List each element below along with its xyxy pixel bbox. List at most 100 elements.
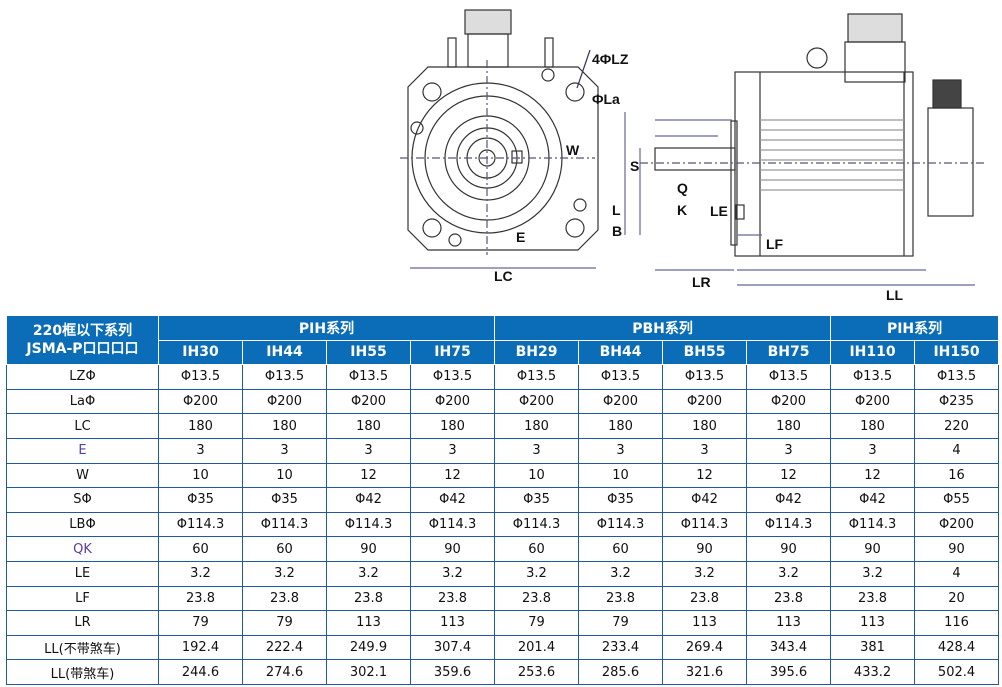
table-cell: 180 xyxy=(494,413,579,439)
table-cell: Φ200 xyxy=(242,388,327,415)
label-s: S xyxy=(630,158,640,174)
model-header: BH44 xyxy=(578,339,663,366)
table-cell: 253.6 xyxy=(494,659,579,685)
table-cell: 79 xyxy=(242,610,327,636)
table-cell: 180 xyxy=(662,413,747,439)
table-cell: 60 xyxy=(242,536,327,562)
table-cell: Φ55 xyxy=(914,487,1000,513)
table-cell: 3.2 xyxy=(158,560,243,587)
table-cell: 23.8 xyxy=(662,585,747,612)
table-cell: Φ13.5 xyxy=(745,364,832,390)
label-4-lz: 4ΦLZ xyxy=(592,51,629,67)
table-cell: 10 xyxy=(158,462,243,489)
table-cell: Φ114.3 xyxy=(494,511,579,538)
table-cell: Φ42 xyxy=(745,487,832,513)
table-cell: 12 xyxy=(410,462,495,489)
table-cell: 3.2 xyxy=(242,560,327,587)
table-cell: 113 xyxy=(410,610,495,636)
table-cell: 180 xyxy=(242,413,327,439)
table-cell: 220 xyxy=(914,413,1000,439)
table-cell: 23.8 xyxy=(410,585,495,612)
table-cell: Φ200 xyxy=(914,511,1000,538)
row-label: LBΦ xyxy=(6,511,159,538)
row-label: W xyxy=(6,462,159,489)
table-cell: 180 xyxy=(830,413,916,439)
label-lr: LR xyxy=(692,274,711,290)
front-view xyxy=(400,9,599,269)
model-header: BH75 xyxy=(745,339,832,366)
table-cell: Φ42 xyxy=(830,487,916,513)
table-cell: 90 xyxy=(662,536,747,562)
table-cell: 381 xyxy=(830,634,916,661)
table-cell: Φ200 xyxy=(158,388,243,415)
row-label: SΦ xyxy=(6,487,159,513)
table-cell: 285.6 xyxy=(578,659,663,685)
table-cell: 3.2 xyxy=(830,560,916,587)
table-cell: 10 xyxy=(494,462,579,489)
table-cell: 10 xyxy=(242,462,327,489)
table-cell: 3 xyxy=(242,437,327,464)
table-cell: Φ42 xyxy=(326,487,411,513)
table-cell: 180 xyxy=(158,413,243,439)
table-cell: Φ13.5 xyxy=(914,364,1000,390)
table-cell: Φ35 xyxy=(578,487,663,513)
dimension-table: 220框以下系列 JSMA-P口口口口 PIH系列 PBH系列 PIH系列 IH30 IH4… xyxy=(6,314,1000,685)
table-cell: 20 xyxy=(914,585,1000,612)
table-cell: 23.8 xyxy=(242,585,327,612)
table-cell: 180 xyxy=(410,413,495,439)
table-row: LL(不带煞车) 192.4 222.4 249.9 307.4 201.4 233.4 26… xyxy=(6,634,1000,661)
label-ll: LL xyxy=(886,287,904,303)
table-cell: Φ114.3 xyxy=(662,511,747,538)
row-label: QK xyxy=(6,536,159,562)
table-cell: Φ35 xyxy=(494,487,579,513)
row-label: LE xyxy=(6,560,159,587)
table-cell: Φ13.5 xyxy=(830,364,916,390)
table-cell: 180 xyxy=(745,413,832,439)
model-header: IH30 xyxy=(158,339,243,366)
table-cell: 180 xyxy=(326,413,411,439)
table-row: LC 180 180 180 180 180 180 180 180 180 220 xyxy=(6,413,1000,439)
table-cell: 244.6 xyxy=(158,659,243,685)
table-cell: Φ200 xyxy=(326,388,411,415)
series-group-header: PIH系列 xyxy=(830,315,1000,341)
table-cell: 3 xyxy=(578,437,663,464)
table-cell: Φ200 xyxy=(662,388,747,415)
table-cell: 79 xyxy=(578,610,663,636)
table-row: LZΦ Φ13.5 Φ13.5 Φ13.5 Φ13.5 Φ13.5 Φ13.5 Φ13.5 Φ1… xyxy=(6,364,1000,390)
table-cell: 12 xyxy=(662,462,747,489)
table-cell: 60 xyxy=(578,536,663,562)
model-header: IH150 xyxy=(914,339,1000,366)
table-cell: Φ13.5 xyxy=(578,364,663,390)
table-cell: 116 xyxy=(914,610,1000,636)
table-cell: 60 xyxy=(494,536,579,562)
table-cell: Φ13.5 xyxy=(494,364,579,390)
model-header: BH29 xyxy=(494,339,579,366)
label-k: K xyxy=(677,202,688,218)
row-label: LL(带煞车) xyxy=(6,659,159,685)
table-cell: 192.4 xyxy=(158,634,243,661)
table-cell: 113 xyxy=(830,610,916,636)
table-cell: Φ114.3 xyxy=(410,511,495,538)
table-cell: Φ13.5 xyxy=(662,364,747,390)
table-cell: 3 xyxy=(662,437,747,464)
table-cell: 79 xyxy=(494,610,579,636)
table-row: QK 60 60 90 90 60 60 90 90 90 90 xyxy=(6,536,1000,562)
table-cell: 23.8 xyxy=(158,585,243,612)
label-e: E xyxy=(516,229,526,245)
table-row: W 10 10 12 12 10 10 12 12 12 16 xyxy=(6,462,1000,489)
table-cell: 3 xyxy=(326,437,411,464)
table-cell: 113 xyxy=(745,610,832,636)
label-b: B xyxy=(612,223,623,239)
label-le: LE xyxy=(710,203,728,219)
table-cell: Φ13.5 xyxy=(410,364,495,390)
table-cell: 3 xyxy=(410,437,495,464)
table-cell: 359.6 xyxy=(410,659,495,685)
table-cell: 321.6 xyxy=(662,659,747,685)
table-cell: Φ200 xyxy=(410,388,495,415)
table-cell: 180 xyxy=(578,413,663,439)
table-cell: 90 xyxy=(745,536,832,562)
row-label: E xyxy=(6,437,159,464)
row-label: LR xyxy=(6,610,159,636)
corner-text: JSMA-P口口口口 xyxy=(26,341,139,358)
